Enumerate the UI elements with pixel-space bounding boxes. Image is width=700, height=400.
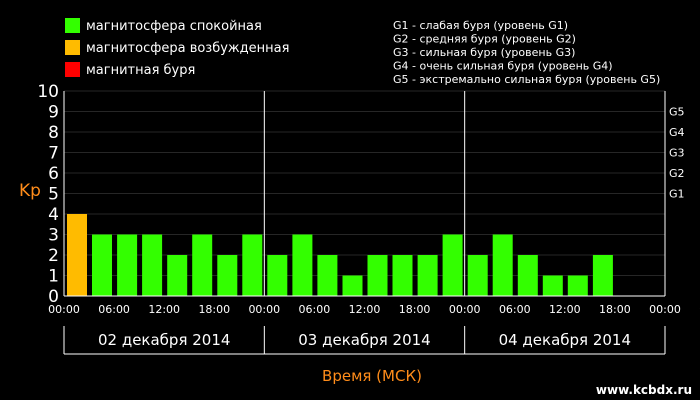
- kp-bar-12: [367, 255, 388, 296]
- date-label-2: 04 декабря 2014: [499, 331, 631, 349]
- kp-bar-1: [92, 234, 112, 296]
- storm-scale-item-0: G1 - слабая буря (уровень G1): [393, 19, 568, 32]
- kp-bar-7: [242, 234, 263, 296]
- kp-bar-2: [117, 234, 138, 296]
- kp-bar-14: [417, 255, 438, 296]
- x-tick-label: 06:00: [299, 303, 331, 316]
- date-label-1: 03 декабря 2014: [298, 331, 430, 349]
- kp-bar-3: [142, 234, 163, 296]
- kp-bar-9: [292, 234, 313, 296]
- x-tick-label: 00:00: [649, 303, 681, 316]
- kp-bar-15: [442, 234, 463, 296]
- y-tick-label: 1: [48, 267, 59, 287]
- y-tick-label: 2: [48, 246, 59, 266]
- y-tick-label: 8: [48, 123, 59, 143]
- y-tick-label: 10: [37, 82, 59, 102]
- g-tick-label: G4: [669, 126, 685, 139]
- x-tick-label: 06:00: [499, 303, 531, 316]
- kp-bar-13: [392, 255, 413, 296]
- y-tick-label: 7: [48, 144, 59, 164]
- x-tick-label: 00:00: [449, 303, 481, 316]
- y-tick-label: 6: [48, 164, 59, 184]
- g-tick-label: G2: [669, 167, 685, 180]
- x-axis-label: Время (МСК): [322, 367, 422, 385]
- kp-bar-0: [67, 214, 87, 296]
- x-tick-label: 00:00: [48, 303, 80, 316]
- x-tick-label: 00:00: [248, 303, 280, 316]
- kp-bar-5: [192, 234, 213, 296]
- kp-bar-17: [492, 234, 513, 296]
- x-tick-label: 18:00: [599, 303, 631, 316]
- x-tick-label: 12:00: [549, 303, 581, 316]
- g-tick-label: G5: [669, 106, 685, 119]
- y-tick-label: 5: [48, 185, 59, 205]
- legend-label-0: магнитосфера спокойная: [86, 19, 262, 34]
- y-tick-label: 0: [48, 287, 59, 307]
- y-tick-label: 4: [48, 205, 59, 225]
- y-tick-label: 9: [48, 103, 59, 123]
- kp-bar-4: [167, 255, 188, 296]
- kp-bar-6: [217, 255, 238, 296]
- x-tick-label: 12:00: [349, 303, 381, 316]
- kp-bar-16: [467, 255, 488, 296]
- storm-scale-item-1: G2 - средняя буря (уровень G2): [393, 33, 576, 46]
- legend-label-2: магнитная буря: [86, 63, 195, 78]
- kp-bar-11: [342, 275, 363, 296]
- storm-scale-item-3: G4 - очень сильная буря (уровень G4): [393, 60, 613, 73]
- y-axis-label: Kp: [19, 181, 41, 201]
- storm-scale-item-4: G5 - экстремально сильная буря (уровень …: [393, 73, 660, 86]
- y-tick-label: 3: [48, 226, 59, 246]
- x-tick-label: 06:00: [98, 303, 130, 316]
- watermark: www.kcbdx.ru: [596, 383, 692, 397]
- legend-swatch-2: [65, 62, 80, 77]
- kp-bar-18: [517, 255, 538, 296]
- kp-bar-10: [317, 255, 338, 296]
- g-tick-label: G3: [669, 147, 685, 160]
- kp-bar-20: [567, 275, 588, 296]
- date-label-0: 02 декабря 2014: [98, 331, 230, 349]
- g-tick-label: G1: [669, 188, 685, 201]
- legend-label-1: магнитосфера возбужденная: [86, 41, 289, 56]
- kp-bar-8: [267, 255, 288, 296]
- kp-bar-21: [592, 255, 613, 296]
- x-tick-label: 18:00: [399, 303, 431, 316]
- storm-scale-item-2: G3 - сильная буря (уровень G3): [393, 46, 575, 59]
- kp-bar-19: [542, 275, 563, 296]
- legend-swatch-0: [65, 18, 80, 33]
- legend-swatch-1: [65, 40, 80, 55]
- x-tick-label: 12:00: [148, 303, 180, 316]
- x-tick-label: 18:00: [198, 303, 230, 316]
